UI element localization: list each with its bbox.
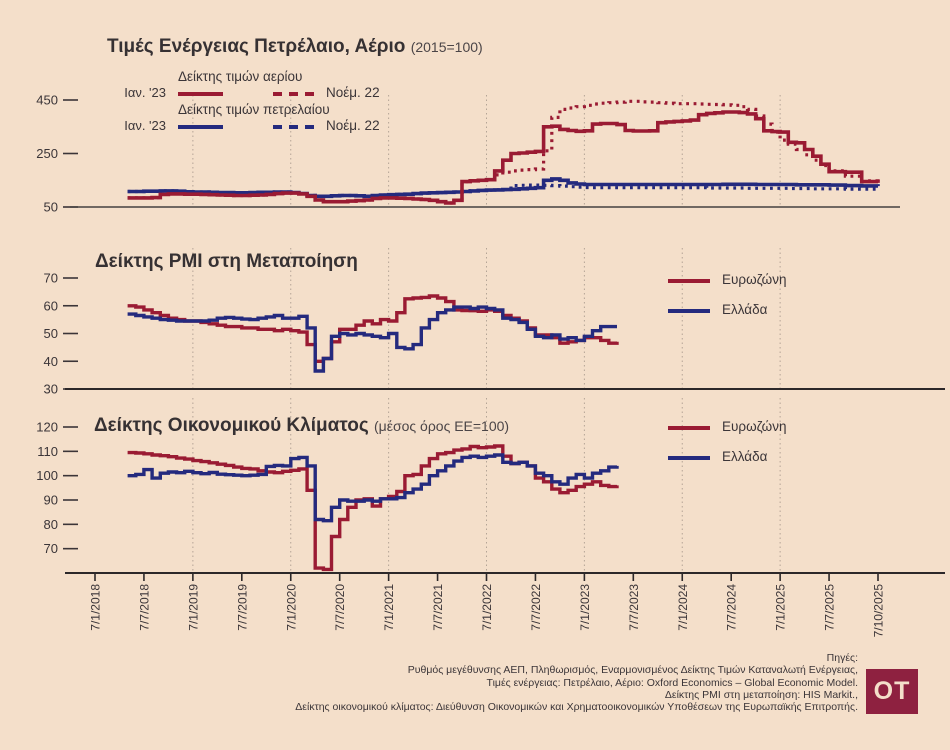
panel1-title-text: Τιμές Ενέργειας Πετρέλαιο, Αέριο (107, 36, 406, 57)
legend-oil-solid-swatch (178, 125, 223, 129)
panel1-subtitle: (2015=100) (410, 39, 483, 55)
legend-gas-solid-swatch (178, 92, 223, 96)
y-tick-label: 30 (44, 382, 58, 397)
panel1-title: Τιμές Ενέργειας Πετρέλαιο, Αέριο (2015=1… (107, 36, 483, 58)
x-tick-label: 7/7/2023 (627, 584, 641, 631)
x-tick-label: 7/7/2024 (725, 584, 739, 631)
panel3-title-text: Δείκτης Οικονομικού Κλίματος (94, 415, 369, 436)
panel3-greece-swatch (668, 456, 710, 460)
x-tick-label: 7/7/2025 (823, 584, 837, 631)
y-tick-label: 70 (44, 541, 58, 556)
x-tick-label: 7/1/2018 (89, 584, 103, 631)
line-oil_nov22 (127, 183, 880, 198)
x-tick-label: 7/10/2025 (872, 584, 886, 638)
x-tick-label: 7/1/2025 (774, 584, 788, 631)
panel3-y-axis: 120 110 100 90 80 70 (36, 420, 78, 556)
x-tick-label: 7/7/2021 (431, 584, 445, 631)
legend-gas-series-label: Δείκτης τιμών αερίου (178, 69, 303, 84)
legend-oil-dashed-vintage-label: Νοέμ. 22 (326, 118, 380, 133)
ot-logo: OT (866, 669, 918, 714)
x-tick-label: 7/1/2022 (480, 584, 494, 631)
x-tick-label: 7/7/2019 (235, 584, 249, 631)
panel2-series (127, 294, 619, 373)
panel3-series (127, 444, 619, 572)
y-tick-label: 50 (44, 200, 58, 215)
x-tick-label: 7/7/2018 (137, 584, 151, 631)
x-tick-label: 7/1/2020 (284, 584, 298, 631)
y-tick-label: 250 (36, 146, 58, 161)
sources-line: Δείκτης οικονομικού κλίματος: Διεύθυνση … (295, 701, 858, 714)
line-gas_jan23 (127, 110, 880, 205)
line-esi_greece (127, 453, 619, 523)
sources-note: Πηγές: Ρυθμός μεγέθυνσης ΑΕΠ, Πληθωρισμό… (295, 652, 858, 713)
y-tick-label: 90 (44, 493, 58, 508)
x-tick-label: 7/1/2019 (186, 584, 200, 631)
y-tick-label: 50 (44, 326, 58, 341)
sources-line: Πηγές: (826, 652, 858, 664)
sources-line: Ρυθμός μεγέθυνσης ΑΕΠ, Πληθωρισμός, Εναρ… (407, 664, 858, 677)
line-pmi_eurozone (127, 294, 619, 363)
panel1-series (127, 99, 880, 205)
x-tick-label: 7/7/2022 (529, 584, 543, 631)
legend-oil-dashed-swatch (273, 125, 317, 129)
year-gridlines (192, 95, 781, 573)
panel2-eurozone-label: Ευρωζώνη (722, 272, 787, 287)
legend-gas-dashed-vintage-label: Νοέμ. 22 (326, 85, 380, 100)
y-tick-label: 120 (36, 420, 58, 435)
sources-line: Δείκτης PMI στη μεταποίηση: HIS Markit., (664, 688, 858, 701)
x-tick-label: 7/7/2020 (333, 584, 347, 631)
panel2-title: Δείκτης PMI στη Μεταποίηση (95, 251, 358, 272)
panel2-greece-swatch (668, 309, 710, 313)
sources-line: Τιμές ενέργειας: Πετρέλαιο, Αέριο: Oxfor… (486, 676, 858, 689)
x-tick-label: 7/1/2024 (676, 584, 690, 631)
x-tick-label: 7/1/2023 (578, 584, 592, 631)
y-tick-label: 80 (44, 517, 58, 532)
panel3-subtitle: (μέσος όρος ΕΕ=100) (374, 418, 510, 434)
x-axis: 7/1/2018 7/7/2018 7/1/2019 7/7/2019 7/1/2020… (89, 573, 886, 637)
x-tick-label: 7/1/2021 (382, 584, 396, 631)
y-tick-label: 110 (37, 444, 58, 459)
y-tick-label: 100 (36, 468, 58, 483)
legend-gas-dashed-swatch (273, 92, 317, 96)
line-esi_eurozone (127, 444, 619, 572)
legend-oil-series-label: Δείκτης τιμών πετρελαίου (178, 102, 330, 117)
panel2-greece-label: Ελλάδα (722, 302, 768, 317)
line-oil_jan23 (127, 177, 880, 199)
legend-oil-solid-vintage-label: Ιαν. '23 (124, 118, 166, 133)
y-tick-label: 40 (44, 354, 58, 369)
y-tick-label: 450 (36, 93, 58, 108)
panel2-eurozone-swatch (668, 279, 710, 283)
panel3-eurozone-label: Ευρωζώνη (722, 419, 787, 434)
panel1-y-axis: 450 250 50 (36, 93, 78, 215)
y-tick-label: 60 (44, 298, 58, 313)
panel3-greece-label: Ελλάδα (722, 449, 768, 464)
panel3-title: Δείκτης Οικονομικού Κλίματος (μέσος όρος… (94, 415, 509, 437)
legend-gas-solid-vintage-label: Ιαν. '23 (124, 85, 166, 100)
y-tick-label: 70 (44, 271, 58, 286)
panel2-y-axis: 70 60 50 40 30 (44, 271, 78, 397)
line-pmi_greece (127, 305, 617, 373)
panel3-eurozone-swatch (668, 426, 710, 430)
